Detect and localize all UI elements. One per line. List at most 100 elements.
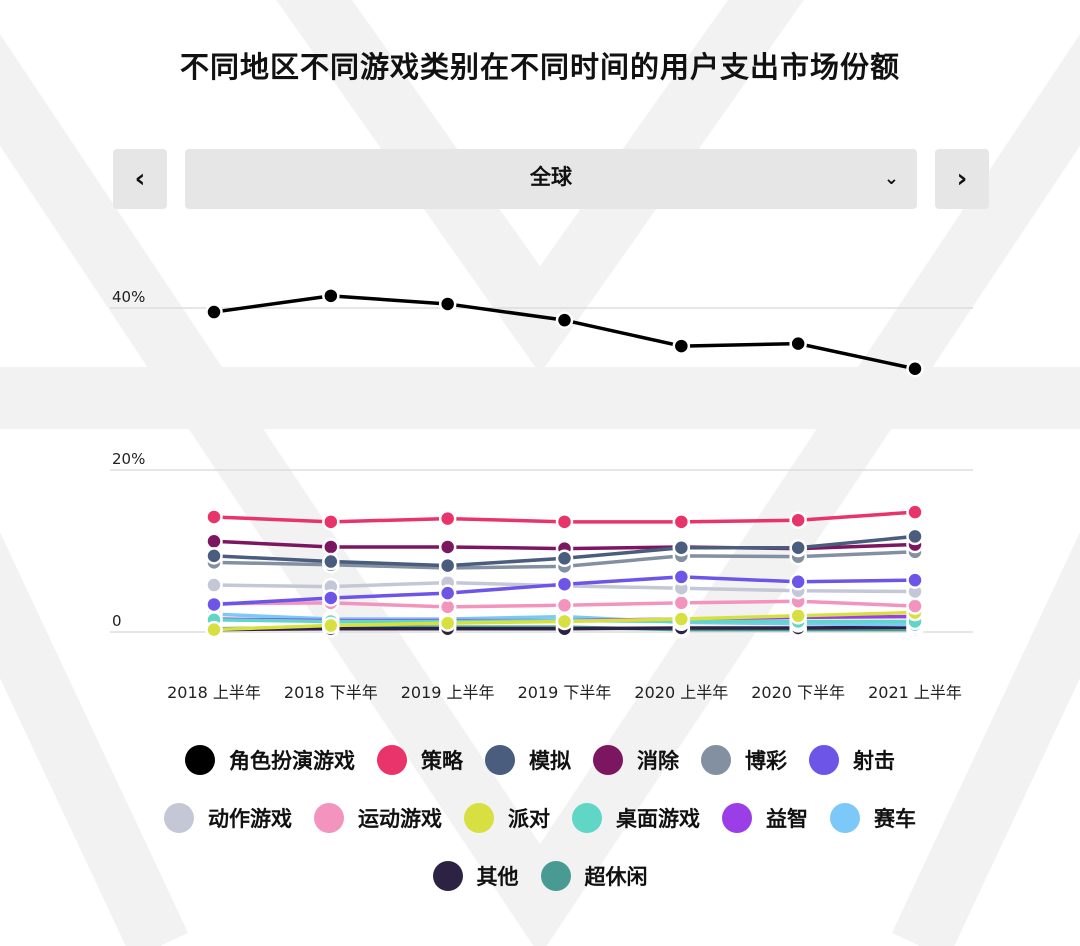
data-point[interactable] xyxy=(322,513,340,531)
legend-item[interactable]: 派对 xyxy=(464,803,550,833)
data-point[interactable] xyxy=(789,511,807,529)
legend-item[interactable]: 消除 xyxy=(593,745,679,775)
region-selected-value: 全球 xyxy=(530,165,572,189)
data-point[interactable] xyxy=(205,508,223,526)
legend-item[interactable]: 超休闲 xyxy=(540,861,648,891)
data-point[interactable] xyxy=(322,552,340,571)
data-point[interactable] xyxy=(789,573,807,591)
data-point[interactable] xyxy=(789,607,807,625)
data-point[interactable] xyxy=(555,549,574,568)
data-point[interactable] xyxy=(672,513,691,531)
data-point[interactable] xyxy=(789,334,807,353)
legend-row: 动作游戏 运动游戏 派对 桌面游戏 益智 赛车 xyxy=(0,803,1080,833)
data-point[interactable] xyxy=(438,584,457,602)
legend-label: 消除 xyxy=(637,749,679,773)
data-point[interactable] xyxy=(322,287,340,305)
legend-item[interactable]: 模拟 xyxy=(485,745,571,775)
legend-item[interactable]: 赛车 xyxy=(830,803,916,833)
previous-region-button[interactable]: ‹ xyxy=(113,149,167,209)
x-tick-label: 2019 下半年 xyxy=(518,683,612,702)
legend-item[interactable]: 运动游戏 xyxy=(314,803,442,833)
legend-swatch xyxy=(701,745,731,775)
data-point[interactable] xyxy=(322,538,340,556)
data-point[interactable] xyxy=(906,571,924,589)
y-tick-label: 0 xyxy=(112,612,122,630)
data-point[interactable] xyxy=(555,513,574,531)
chart-title: 不同地区不同游戏类别在不同时间的用户支出市场份额 xyxy=(179,50,900,84)
data-point[interactable] xyxy=(205,303,223,321)
legend-item[interactable]: 其他 xyxy=(432,861,519,891)
legend-label: 博彩 xyxy=(745,749,787,773)
legend-swatch xyxy=(572,803,602,833)
legend-label: 运动游戏 xyxy=(358,807,442,831)
legend-label: 角色扮演游戏 xyxy=(229,749,355,773)
legend-row: 角色扮演游戏 策略 模拟 消除 博彩 射击 xyxy=(0,745,1080,775)
data-point[interactable] xyxy=(438,538,457,556)
chevron-down-icon: ⌄ xyxy=(883,168,899,189)
data-point[interactable] xyxy=(205,532,223,551)
legend-swatch xyxy=(593,745,623,775)
legend-label: 桌面游戏 xyxy=(616,807,700,831)
data-point[interactable] xyxy=(555,575,574,593)
y-tick-label: 40% xyxy=(112,288,145,306)
data-point[interactable] xyxy=(438,509,457,528)
legend-item[interactable]: 射击 xyxy=(809,745,895,775)
data-point[interactable] xyxy=(672,337,691,355)
data-point[interactable] xyxy=(672,594,691,612)
data-point[interactable] xyxy=(205,547,223,565)
legend-item[interactable]: 益智 xyxy=(722,803,808,833)
data-point[interactable] xyxy=(906,360,924,378)
legend-label: 动作游戏 xyxy=(208,807,292,831)
legend-swatch xyxy=(432,861,463,891)
legend-swatch xyxy=(809,745,839,775)
data-point[interactable] xyxy=(555,612,574,631)
x-tick-label: 2019 上半年 xyxy=(401,683,495,702)
data-point[interactable] xyxy=(906,597,924,615)
series-line xyxy=(213,294,916,371)
x-tick-label: 2018 下半年 xyxy=(284,683,378,702)
legend-item[interactable]: 策略 xyxy=(377,745,463,775)
legend-swatch xyxy=(185,745,215,775)
legend-label: 其他 xyxy=(476,865,519,889)
legend-label: 策略 xyxy=(421,749,463,773)
legend-label: 益智 xyxy=(766,807,808,831)
y-tick-label: 20% xyxy=(112,450,145,468)
data-point[interactable] xyxy=(322,616,340,635)
legend-row: 其他 超休闲 xyxy=(0,861,1080,891)
data-point[interactable] xyxy=(205,595,223,614)
legend-swatch xyxy=(722,803,752,833)
next-region-button[interactable]: › xyxy=(935,149,989,209)
data-point[interactable] xyxy=(205,620,223,639)
x-tick-label: 2020 上半年 xyxy=(634,683,728,702)
data-point[interactable] xyxy=(322,589,340,607)
data-point[interactable] xyxy=(205,576,223,594)
legend-label: 射击 xyxy=(853,749,895,773)
data-point[interactable] xyxy=(906,527,924,546)
data-point[interactable] xyxy=(438,295,457,313)
legend-item[interactable]: 桌面游戏 xyxy=(572,803,700,833)
region-dropdown[interactable]: 全球 ⌄ xyxy=(185,149,917,209)
legend-label: 超休闲 xyxy=(584,865,648,889)
data-point[interactable] xyxy=(672,568,691,586)
data-point[interactable] xyxy=(672,610,691,628)
legend-label: 赛车 xyxy=(874,807,916,831)
data-point[interactable] xyxy=(555,311,574,329)
x-tick-label: 2020 下半年 xyxy=(751,683,845,702)
x-tick-label: 2021 上半年 xyxy=(868,683,962,702)
chevron-right-icon: › xyxy=(956,164,968,194)
legend-swatch xyxy=(485,745,515,775)
data-point[interactable] xyxy=(672,539,691,557)
chevron-left-icon: ‹ xyxy=(134,164,146,194)
data-point[interactable] xyxy=(789,539,807,557)
legend-item[interactable]: 博彩 xyxy=(701,745,787,775)
legend-label: 模拟 xyxy=(529,749,571,773)
data-point[interactable] xyxy=(906,503,924,521)
legend-item[interactable]: 动作游戏 xyxy=(164,803,292,833)
data-point[interactable] xyxy=(438,614,457,632)
data-point[interactable] xyxy=(438,556,457,575)
data-point[interactable] xyxy=(555,596,574,615)
legend-item[interactable]: 角色扮演游戏 xyxy=(185,745,355,775)
legend-label: 派对 xyxy=(508,807,550,831)
x-tick-label: 2018 上半年 xyxy=(167,683,261,702)
